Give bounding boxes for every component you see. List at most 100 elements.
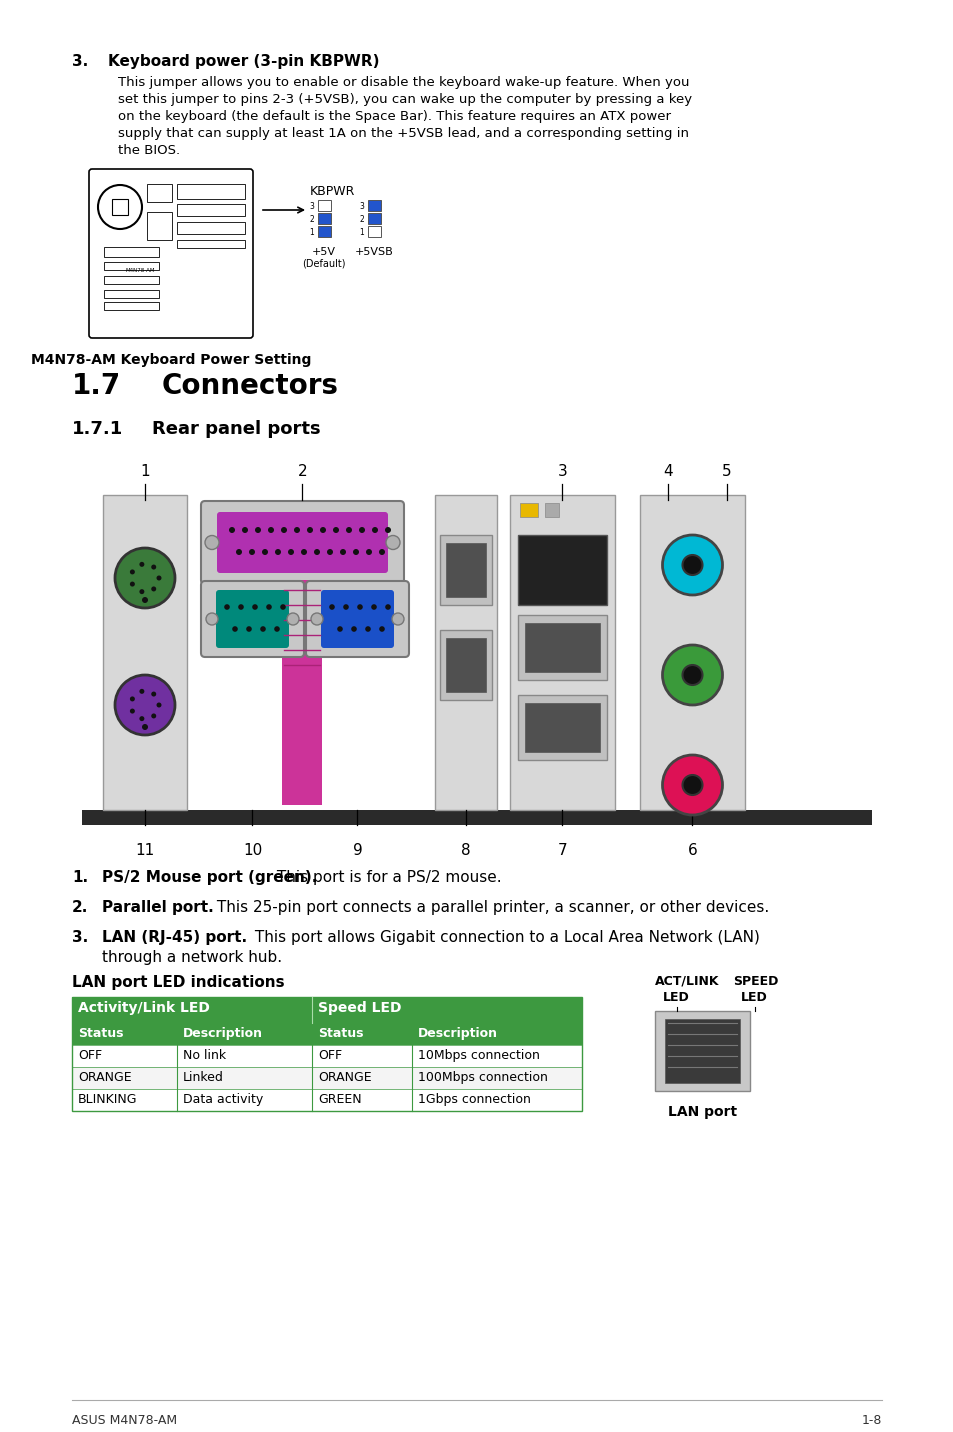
Text: (Default): (Default) xyxy=(302,259,345,269)
Circle shape xyxy=(142,725,148,730)
Text: Description: Description xyxy=(183,1027,263,1040)
FancyBboxPatch shape xyxy=(201,501,403,584)
Circle shape xyxy=(281,527,287,533)
Text: 7: 7 xyxy=(558,843,567,858)
Circle shape xyxy=(152,587,156,591)
Text: Connectors: Connectors xyxy=(162,372,338,400)
Text: the BIOS.: the BIOS. xyxy=(118,145,180,158)
Text: 8: 8 xyxy=(460,843,471,858)
Text: Data activity: Data activity xyxy=(183,1093,263,1106)
Text: 3: 3 xyxy=(558,464,567,478)
Circle shape xyxy=(385,604,391,610)
Text: 3.: 3. xyxy=(71,929,89,945)
Circle shape xyxy=(366,548,372,556)
Text: 2: 2 xyxy=(297,464,307,478)
Bar xyxy=(517,695,606,760)
Text: 1: 1 xyxy=(309,228,314,238)
Bar xyxy=(544,503,558,517)
Text: No link: No link xyxy=(183,1050,226,1063)
Bar xyxy=(446,639,485,692)
Circle shape xyxy=(314,548,319,556)
Text: 3: 3 xyxy=(309,202,314,211)
Circle shape xyxy=(249,548,254,556)
Text: 2.: 2. xyxy=(71,899,89,915)
Circle shape xyxy=(329,604,335,610)
Bar xyxy=(71,997,581,1022)
Bar xyxy=(664,1020,740,1083)
Text: Linked: Linked xyxy=(183,1071,224,1084)
Text: 3: 3 xyxy=(358,202,364,211)
Text: ORANGE: ORANGE xyxy=(78,1071,132,1084)
Text: 11: 11 xyxy=(135,843,154,858)
Text: KBPWR: KBPWR xyxy=(310,185,355,198)
Circle shape xyxy=(252,604,257,610)
Circle shape xyxy=(301,548,307,556)
Bar xyxy=(177,241,245,248)
Circle shape xyxy=(661,536,721,596)
Text: 2: 2 xyxy=(309,215,314,223)
Circle shape xyxy=(346,527,352,533)
Bar xyxy=(524,703,599,752)
Text: supply that can supply at least 1A on the +5VSB lead, and a corresponding settin: supply that can supply at least 1A on th… xyxy=(118,127,688,140)
Circle shape xyxy=(336,626,342,632)
FancyBboxPatch shape xyxy=(320,590,394,649)
Bar xyxy=(104,302,159,309)
Bar xyxy=(147,183,172,202)
Circle shape xyxy=(235,548,242,556)
Text: 9: 9 xyxy=(353,843,362,858)
Text: 1-8: 1-8 xyxy=(861,1413,882,1428)
Circle shape xyxy=(351,626,356,632)
Circle shape xyxy=(378,548,385,556)
Text: LAN port LED indications: LAN port LED indications xyxy=(71,975,284,990)
Bar xyxy=(104,291,159,298)
Text: ACT/LINK: ACT/LINK xyxy=(655,975,719,988)
Text: ORANGE: ORANGE xyxy=(317,1071,372,1084)
Text: 10: 10 xyxy=(243,843,262,858)
Text: Rear panel ports: Rear panel ports xyxy=(152,420,320,438)
Circle shape xyxy=(242,527,248,533)
Text: Status: Status xyxy=(317,1027,363,1040)
Bar xyxy=(282,580,322,805)
Circle shape xyxy=(274,548,281,556)
Circle shape xyxy=(280,604,286,610)
Circle shape xyxy=(246,626,252,632)
Circle shape xyxy=(386,536,399,550)
Bar xyxy=(517,614,606,680)
Circle shape xyxy=(142,597,148,603)
Circle shape xyxy=(372,527,377,533)
Circle shape xyxy=(139,689,144,695)
Circle shape xyxy=(339,548,346,556)
FancyBboxPatch shape xyxy=(215,590,289,649)
Bar xyxy=(71,1045,581,1067)
FancyBboxPatch shape xyxy=(216,513,388,573)
Bar xyxy=(368,213,380,223)
Text: BLINKING: BLINKING xyxy=(78,1093,137,1106)
Text: LED: LED xyxy=(740,991,767,1004)
Text: 1: 1 xyxy=(140,464,150,478)
Bar xyxy=(147,212,172,241)
Bar xyxy=(177,203,245,216)
Bar xyxy=(446,543,485,597)
Text: 1Gbps connection: 1Gbps connection xyxy=(417,1093,530,1106)
Circle shape xyxy=(156,703,161,707)
Text: OFF: OFF xyxy=(317,1050,342,1063)
Text: 1.7: 1.7 xyxy=(71,372,121,400)
Bar xyxy=(104,262,159,271)
Text: +5VSB: +5VSB xyxy=(355,246,393,256)
Circle shape xyxy=(139,561,144,567)
Text: +5V: +5V xyxy=(312,246,335,256)
Text: M4N78-AM: M4N78-AM xyxy=(125,268,154,274)
Circle shape xyxy=(378,626,384,632)
Text: SPEED: SPEED xyxy=(732,975,778,988)
Bar xyxy=(103,495,187,811)
Text: OFF: OFF xyxy=(78,1050,102,1063)
Bar xyxy=(71,1088,581,1111)
Circle shape xyxy=(385,527,391,533)
Bar xyxy=(439,630,492,700)
Circle shape xyxy=(661,644,721,705)
Circle shape xyxy=(152,713,156,719)
Circle shape xyxy=(681,775,701,795)
Text: 10Mbps connection: 10Mbps connection xyxy=(417,1050,539,1063)
Circle shape xyxy=(343,604,349,610)
Bar xyxy=(71,1022,581,1045)
